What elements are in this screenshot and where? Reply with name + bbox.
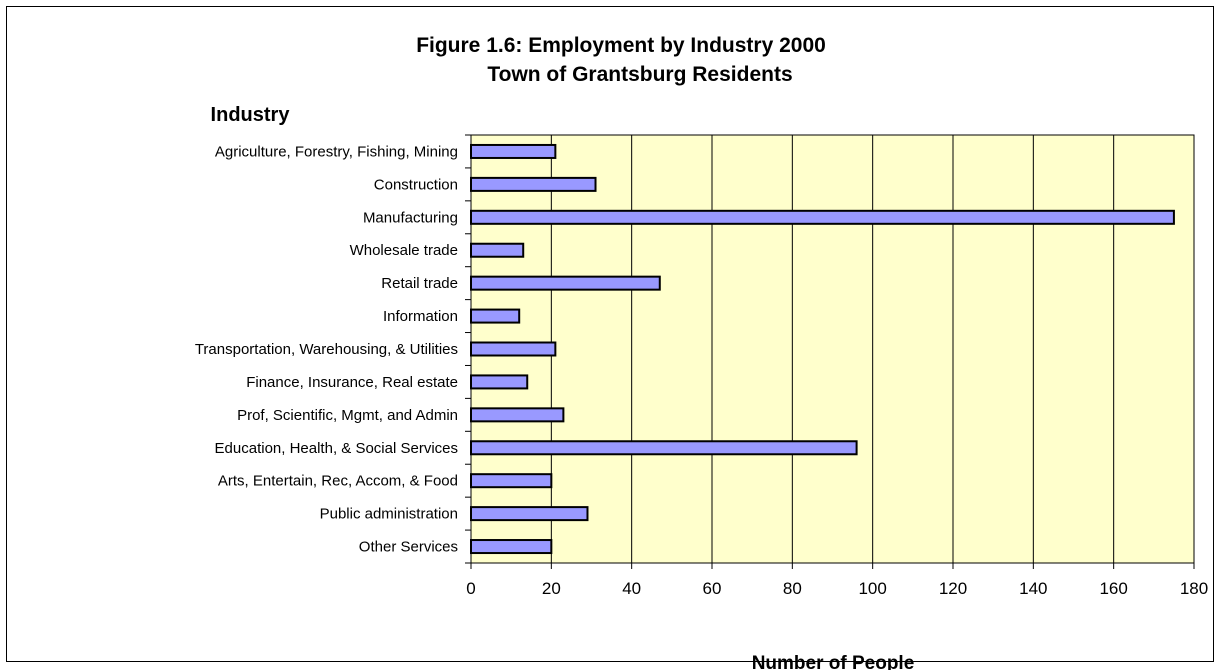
category-label: Education, Health, & Social Services <box>215 440 458 457</box>
category-label: Wholesale trade <box>350 242 458 259</box>
bar <box>470 473 553 489</box>
bar <box>470 176 597 192</box>
bar <box>470 539 553 555</box>
bar <box>470 275 661 291</box>
plot-background <box>470 134 1195 564</box>
x-tick-label: 0 <box>466 579 475 598</box>
x-tick-label: 100 <box>858 579 886 598</box>
x-tick-label: 140 <box>1019 579 1047 598</box>
category-label: Other Services <box>359 539 458 556</box>
chart-title: Figure 1.6: Employment by Industry 2000 <box>416 34 826 57</box>
x-tick-label: 20 <box>542 579 561 598</box>
category-label: Public administration <box>320 506 458 523</box>
category-label: Transportation, Warehousing, & Utilities <box>195 341 458 358</box>
x-tick-label: 60 <box>703 579 722 598</box>
category-label: Finance, Insurance, Real estate <box>246 374 458 391</box>
bar <box>470 341 557 357</box>
bar <box>470 407 565 423</box>
bar <box>470 209 1175 225</box>
chart-subtitle: Town of Grantsburg Residents <box>487 63 792 86</box>
x-tick-label: 80 <box>783 579 802 598</box>
bar <box>470 440 858 456</box>
category-label: Prof, Scientific, Mgmt, and Admin <box>237 407 458 424</box>
bar <box>470 242 525 258</box>
x-tick-label: 40 <box>622 579 641 598</box>
category-label: Retail trade <box>381 275 458 292</box>
x-tick-label: 180 <box>1180 579 1208 598</box>
x-tick-label: 160 <box>1099 579 1127 598</box>
bar <box>470 506 589 522</box>
y-axis-label: Industry <box>211 104 291 126</box>
bar <box>470 143 557 159</box>
x-axis-label: Number of People <box>752 653 915 670</box>
x-tick-label: 120 <box>939 579 967 598</box>
category-label: Manufacturing <box>363 209 458 226</box>
bar <box>470 308 521 324</box>
category-label: Arts, Entertain, Rec, Accom, & Food <box>218 473 458 490</box>
category-label: Construction <box>374 176 458 193</box>
category-label: Information <box>383 308 458 325</box>
category-label: Agriculture, Forestry, Fishing, Mining <box>215 143 458 160</box>
bar <box>470 374 529 390</box>
plot-area: 0 20 40 60 80 100 120 140 160 180 Agriculture, For… <box>195 134 1208 598</box>
